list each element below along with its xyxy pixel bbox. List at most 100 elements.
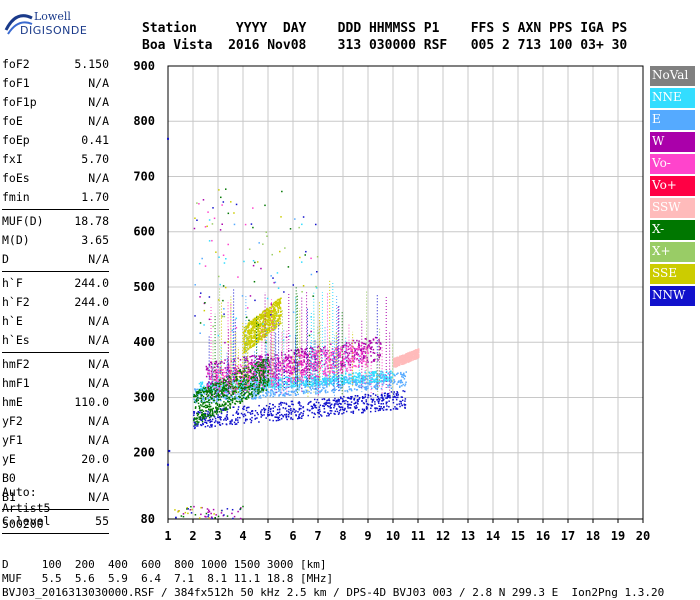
echo-point — [400, 402, 402, 405]
echo-point — [358, 359, 360, 362]
echo-point — [255, 362, 258, 365]
echo-point — [356, 348, 358, 351]
x-tick-label: 16 — [536, 529, 550, 543]
echo-point — [369, 383, 372, 386]
echo-point — [226, 393, 228, 396]
echo-point — [263, 318, 265, 320]
echo-point — [263, 366, 266, 368]
echo-point — [409, 360, 411, 362]
echo-point — [259, 362, 261, 364]
echo-point — [250, 381, 253, 383]
echo-point — [267, 390, 270, 393]
echo-point — [276, 416, 279, 419]
param-separator — [2, 509, 109, 510]
echo-point — [240, 372, 243, 374]
echo-point — [337, 398, 340, 401]
echo-point — [275, 416, 278, 419]
echo-point — [324, 402, 326, 404]
echo-point — [193, 401, 196, 403]
echo-point — [404, 400, 406, 402]
echo-point — [274, 388, 276, 390]
echo-point — [269, 372, 271, 375]
echo-point — [208, 385, 211, 388]
echo-point — [266, 388, 268, 391]
echo-point — [374, 408, 377, 410]
echo-point — [307, 367, 310, 370]
echo-point — [364, 351, 367, 353]
echo-point — [205, 390, 207, 392]
echo-point — [211, 376, 213, 378]
echo-point — [262, 368, 265, 370]
echo-point — [382, 402, 384, 405]
echo-point — [225, 389, 227, 391]
echo-point — [216, 377, 218, 379]
echo-point — [262, 373, 264, 375]
echo-point — [208, 397, 210, 399]
echo-point — [223, 387, 225, 389]
echo-point — [225, 408, 228, 410]
echo-point — [290, 413, 293, 415]
echo-point — [314, 383, 316, 385]
echo-point — [377, 353, 379, 356]
echo-point — [262, 362, 264, 364]
param-row-ye: yE 20.0 — [2, 450, 109, 469]
echo-point — [355, 407, 357, 409]
auto-software: Artist5 — [2, 501, 51, 515]
param-name: foF2 — [2, 57, 30, 71]
echo-point — [285, 416, 288, 419]
echo-point — [202, 390, 204, 393]
echo-point — [367, 361, 369, 363]
echo-point — [396, 362, 399, 364]
echo-point — [200, 391, 203, 394]
echo-point — [288, 355, 290, 357]
echo-point — [243, 405, 246, 408]
echo-point — [217, 374, 219, 376]
echo-point — [329, 358, 332, 361]
echo-point — [259, 379, 261, 382]
echo-point — [252, 379, 254, 382]
echo-point — [194, 426, 196, 429]
echo-point — [239, 369, 241, 371]
echo-point — [249, 369, 252, 371]
echo-point — [258, 371, 261, 374]
echo-point — [267, 327, 269, 329]
echo-point — [227, 387, 230, 389]
echo-point — [194, 423, 197, 426]
echo-point — [274, 368, 277, 370]
param-row-yf1: yF1 N/A — [2, 431, 109, 450]
echo-point — [366, 379, 369, 381]
echo-point — [239, 383, 241, 385]
echo-point — [199, 391, 201, 394]
echo-point — [365, 399, 368, 401]
echo-point — [328, 383, 330, 386]
echo-point — [215, 360, 218, 363]
echo-point — [310, 346, 312, 348]
echo-point — [215, 413, 218, 415]
echo-point — [336, 403, 338, 405]
echo-point — [197, 391, 200, 393]
echo-point — [336, 410, 339, 413]
echo-point — [201, 413, 203, 416]
echo-point — [238, 386, 240, 388]
echo-point — [258, 381, 261, 384]
echo-point — [269, 384, 272, 386]
echo-point — [282, 415, 285, 418]
header-row-1: Station YYYY DAY DDD HHMMSS P1 FFS S AXN… — [142, 21, 628, 36]
echo-point — [363, 382, 366, 384]
echo-point — [362, 379, 364, 382]
echo-point — [218, 382, 220, 385]
echo-point — [208, 370, 211, 372]
echo-point — [334, 374, 336, 376]
echo-point — [394, 380, 396, 383]
echo-point — [366, 403, 368, 405]
echo-point — [302, 359, 305, 362]
echo-point — [259, 374, 261, 377]
echo-point — [284, 382, 287, 384]
echo-point — [408, 353, 410, 356]
echo-point — [272, 373, 275, 375]
echo-point — [278, 408, 281, 411]
echo-point — [253, 382, 255, 385]
echo-point — [355, 381, 358, 383]
echo-point — [237, 393, 239, 395]
echo-point — [402, 372, 405, 375]
